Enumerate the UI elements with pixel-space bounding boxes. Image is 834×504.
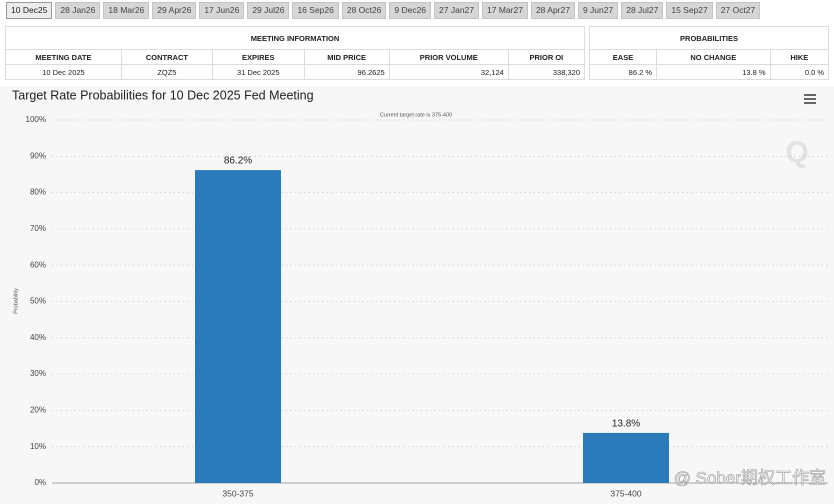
y-tick-label: 10% [30,442,46,451]
value-label: 86.2% [224,156,252,167]
y-tick-label: 80% [30,188,46,197]
y-tick-label: 90% [30,151,46,160]
table-title: PROBABILITIES [589,26,829,50]
watermark: @ Sober期权工作室 [674,468,826,487]
cell: 0.0 % [769,64,830,80]
cell: 338,320 [507,64,586,80]
column-header: MEETING DATE [5,49,122,65]
meeting-tab[interactable]: 27 Jan27 [434,2,480,19]
bar [583,432,669,483]
cell: 86.2 % [588,64,658,80]
logo: Q [785,136,808,169]
y-tick-label: 20% [30,406,46,415]
column-header: MID PRICE [303,49,390,65]
column-header: CONTRACT [120,49,213,65]
meeting-tab[interactable]: 27 Oct27 [715,2,761,19]
column-header: EASE [588,49,658,65]
x-tick-label: 375-400 [610,488,641,498]
y-tick-label: 0% [34,478,46,487]
y-tick-label: 100% [26,115,46,124]
column-header: EXPIRES [211,49,305,65]
y-tick-label: 60% [30,260,46,269]
meeting-tab[interactable]: 28 Jul27 [621,2,664,19]
chart-subtitle: Current target rate is 375-400 [380,112,452,118]
title-row: MEETING INFORMATION [5,26,585,50]
header-row: EASE NO CHANGE HIKE [588,49,830,65]
y-tick-label: 70% [30,224,46,233]
meeting-tab[interactable]: 28 Oct26 [341,2,387,19]
cell: 31 Dec 2025 [211,64,305,80]
meeting-tab[interactable]: 16 Sep26 [292,2,339,19]
cell: ZQZ5 [120,64,213,80]
value-row: 10 Dec 2025 ZQZ5 31 Dec 2025 96.2625 32,124 3… [5,64,586,80]
cell: 10 Dec 2025 [5,64,122,80]
meeting-tab[interactable]: 9 Dec26 [389,2,432,19]
meeting-tab[interactable]: 28 Jan26 [55,2,101,19]
meeting-tab[interactable]: 18 Mar26 [103,2,150,19]
meeting-tab[interactable]: 17 Mar27 [482,2,528,19]
value-row: 86.2 % 13.8 % 0.0 % [588,64,830,80]
chart-background [0,86,834,504]
y-tick-label: 40% [30,333,46,342]
y-tick-label: 50% [30,297,46,306]
y-axis-label: Probability [13,288,19,314]
value-label: 13.8% [612,419,640,430]
cell: 96.2625 [303,64,390,80]
meeting-tabs: 10 Dec25 28 Jan26 18 Mar26 29 Apr26 17 Jun26… [6,2,761,19]
meeting-tab[interactable]: 17 Jun26 [199,2,245,19]
meeting-info-table: MEETING INFORMATION MEETING DATE CONTRACT E… [5,26,586,80]
meeting-tab[interactable]: 10 Dec25 [6,2,53,19]
column-header: NO CHANGE [656,49,771,65]
meeting-tab[interactable]: 29 Jul26 [247,2,290,19]
cell: 13.8 % [656,64,771,80]
chart-title: Target Rate Probabilities for 10 Dec 202… [12,88,314,102]
table-title: MEETING INFORMATION [5,26,585,50]
chart: Target Rate Probabilities for 10 Dec 202… [0,86,834,504]
meeting-tab[interactable]: 9 Jun27 [577,2,619,19]
meeting-tab[interactable]: 15 Sep27 [666,2,713,19]
title-row: PROBABILITIES [589,26,829,50]
y-tick-label: 30% [30,369,46,378]
bar [195,170,281,483]
x-tick-label: 350-375 [222,488,253,498]
meeting-tab[interactable]: 28 Apr27 [530,2,575,19]
header-row: MEETING DATE CONTRACT EXPIRES MID PRICE PRIO… [5,49,586,65]
menu-icon[interactable] [804,94,816,104]
cell: 32,124 [388,64,509,80]
probabilities-table: PROBABILITIES EASE NO CHANGE HIKE 86.2 % 13.8… [588,26,830,80]
column-header: PRIOR OI [507,49,586,65]
meeting-tab[interactable]: 29 Apr26 [152,2,197,19]
column-header: HIKE [769,49,830,65]
column-header: PRIOR VOLUME [388,49,509,65]
